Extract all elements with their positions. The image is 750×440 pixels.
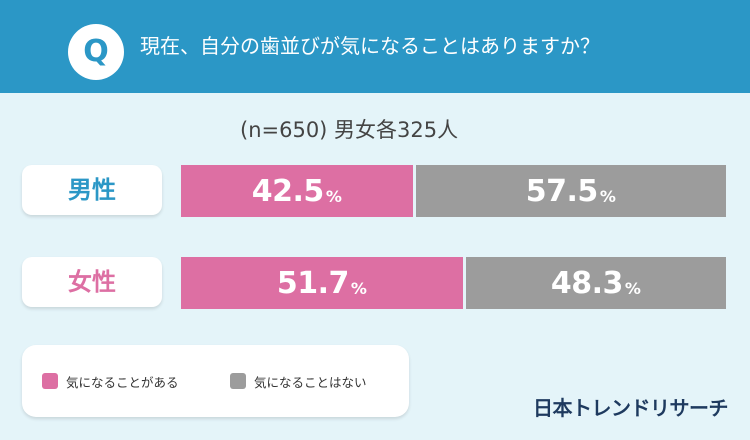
data-label-value: 42.5 xyxy=(251,173,325,209)
bar-row-0: 42.5% 57.5% xyxy=(181,165,726,217)
legend-swatch-yes xyxy=(42,373,58,389)
data-label-unit: % xyxy=(350,278,367,298)
data-label-value: 51.7 xyxy=(276,265,350,301)
bar-row-1: 51.7% 48.3% xyxy=(181,257,726,309)
brand-logo: 日本トレンドリサーチ xyxy=(533,396,729,420)
legend-swatch-no xyxy=(230,373,246,389)
legend-item-no: 気になることはない xyxy=(230,373,367,390)
question-header: Q 現在、自分の歯並びが気になることはありますか？ xyxy=(0,0,750,93)
legend-label-yes: 気になることがある xyxy=(66,374,179,390)
chart-legend: 気になることがある 気になることはない xyxy=(22,345,409,417)
bar-segment-no-1: 48.3% xyxy=(462,257,726,309)
data-label-value: 48.3 xyxy=(550,265,624,301)
data-label-unit: % xyxy=(624,278,641,298)
data-label-unit: % xyxy=(325,186,342,206)
data-label-value: 57.5 xyxy=(525,173,599,209)
bar-segment-yes-1: 51.7% xyxy=(181,257,463,309)
category-label-0: 男性 xyxy=(22,165,162,215)
sample-size-note: (n=650) 男女各325人 xyxy=(240,118,459,142)
category-label-1: 女性 xyxy=(22,257,162,307)
q-badge: Q xyxy=(68,24,124,80)
bar-segment-yes-0: 42.5% xyxy=(181,165,413,217)
bar-segment-no-0: 57.5% xyxy=(412,165,726,217)
question-text: 現在、自分の歯並びが気になることはありますか？ xyxy=(140,34,600,58)
legend-item-yes: 気になることがある xyxy=(42,373,179,390)
data-label-unit: % xyxy=(599,186,616,206)
legend-label-no: 気になることはない xyxy=(254,374,367,390)
